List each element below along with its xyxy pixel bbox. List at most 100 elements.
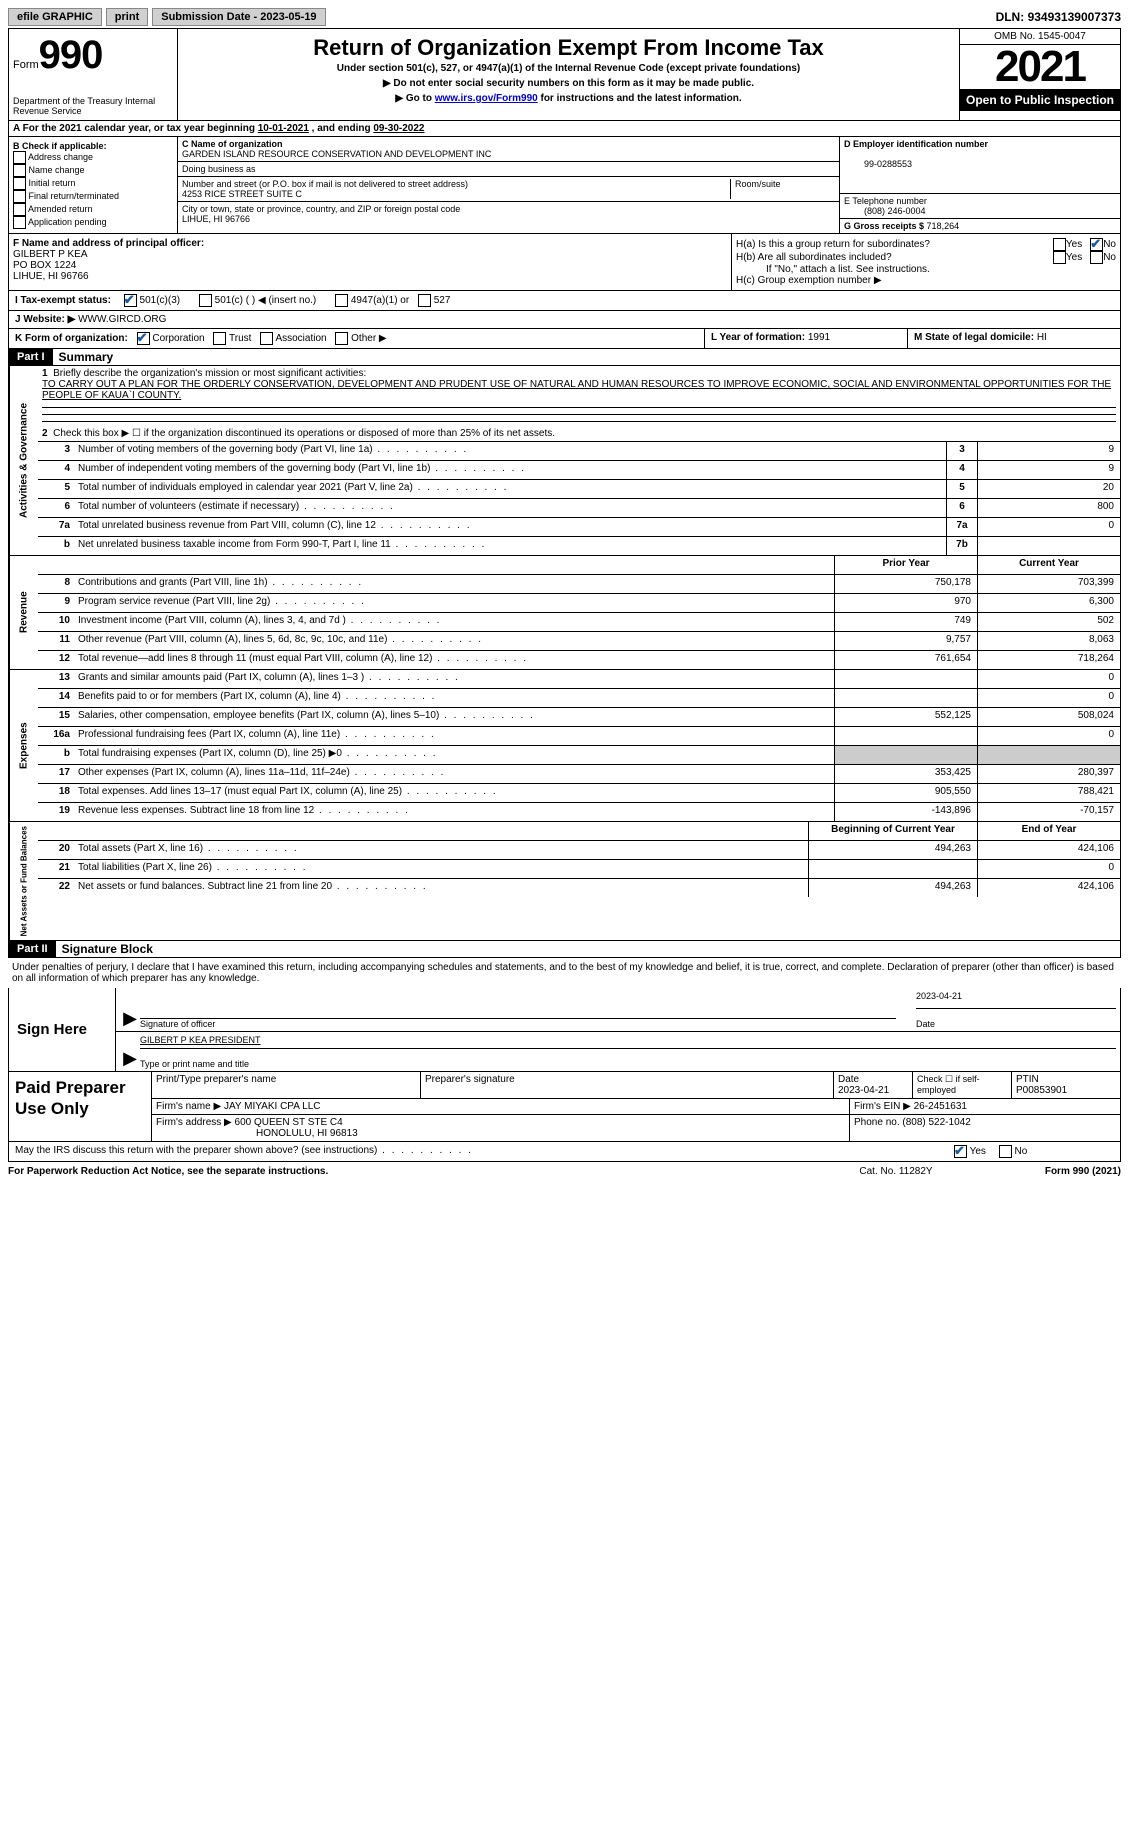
- city-label: City or town, state or province, country…: [182, 204, 460, 214]
- table-row: 10Investment income (Part VIII, column (…: [38, 613, 1120, 632]
- table-row: 14Benefits paid to or for members (Part …: [38, 689, 1120, 708]
- part-1-title: Summary: [53, 350, 114, 364]
- ha-yes-checkbox[interactable]: [1053, 238, 1066, 251]
- hb-no-checkbox[interactable]: [1090, 251, 1103, 264]
- row-a-mid: , and ending: [312, 123, 374, 134]
- tax-year-end: 09-30-2022: [373, 123, 424, 134]
- street-value: 4253 RICE STREET SUITE C: [182, 189, 302, 199]
- chk-527[interactable]: [418, 294, 431, 307]
- mission-block: 1 Briefly describe the organization's mi…: [38, 366, 1120, 442]
- chk-name-change[interactable]: Name change: [13, 164, 173, 177]
- form-subtitle-2: ▶ Do not enter social security numbers o…: [182, 78, 955, 89]
- firm-phone-value: (808) 522-1042: [902, 1117, 970, 1128]
- chk-association[interactable]: [260, 332, 273, 345]
- date-label: Date: [916, 1019, 935, 1029]
- chk-501c3[interactable]: [124, 294, 137, 307]
- revenue-header-row: Prior Year Current Year: [38, 556, 1120, 575]
- opt-other: Other ▶: [351, 333, 386, 344]
- chk-amended-return[interactable]: Amended return: [13, 203, 173, 216]
- part-1-header-row: Part I Summary: [8, 349, 1121, 366]
- chk-application-pending[interactable]: Application pending: [13, 216, 173, 229]
- prep-date-label: Date: [838, 1074, 859, 1085]
- form-subtitle-1: Under section 501(c), 527, or 4947(a)(1)…: [182, 63, 955, 74]
- chk-other[interactable]: [335, 332, 348, 345]
- activities-governance-section: Activities & Governance 1 Briefly descri…: [8, 366, 1121, 556]
- print-button[interactable]: print: [106, 8, 148, 26]
- submission-date-box: Submission Date - 2023-05-19: [152, 8, 325, 26]
- chk-address-change[interactable]: Address change: [13, 151, 173, 164]
- website-label: J Website: ▶: [15, 314, 78, 325]
- ein-value: 99-0288553: [844, 159, 912, 169]
- sig-date-value: 2023-04-21: [916, 991, 962, 1001]
- prep-name-cell: Print/Type preparer's name: [152, 1072, 421, 1098]
- firm-phone-label: Phone no.: [854, 1117, 902, 1128]
- table-row: 8Contributions and grants (Part VIII, li…: [38, 575, 1120, 594]
- sig-officer-label: Signature of officer: [140, 1019, 215, 1029]
- sign-here-block: Sign Here ▶ Signature of officer 2023-04…: [8, 988, 1121, 1072]
- col-b-checkboxes: B Check if applicable: Address change Na…: [9, 137, 178, 233]
- street-cell: Number and street (or P.O. box if mail i…: [178, 177, 839, 202]
- net-assets-section: Net Assets or Fund Balances Beginning of…: [8, 822, 1121, 941]
- table-row: 3Number of voting members of the governi…: [38, 442, 1120, 461]
- ptin-label: PTIN: [1016, 1074, 1039, 1085]
- ha-label: H(a) Is this a group return for subordin…: [736, 239, 1053, 250]
- gross-label: G Gross receipts $: [844, 221, 927, 231]
- website-url: WWW.GIRCD.ORG: [78, 314, 166, 325]
- submission-date-value: 2023-05-19: [260, 11, 316, 23]
- side-label-net-assets: Net Assets or Fund Balances: [9, 822, 38, 940]
- type-name-label: Type or print name and title: [140, 1059, 249, 1069]
- prior-year-header: Prior Year: [834, 556, 977, 574]
- table-row: 12Total revenue—add lines 8 through 11 (…: [38, 651, 1120, 669]
- officer-name: GILBERT P KEA: [13, 249, 87, 260]
- revenue-section: Revenue Prior Year Current Year 8Contrib…: [8, 556, 1121, 670]
- pra-notice: For Paperwork Reduction Act Notice, see …: [8, 1166, 821, 1177]
- city-value: LIHUE, HI 96766: [182, 214, 250, 224]
- submission-date-label: Submission Date -: [161, 11, 260, 23]
- opt-501c: 501(c) ( ) ◀ (insert no.): [215, 295, 317, 306]
- chk-initial-return-label: Initial return: [29, 178, 76, 188]
- part-1-header: Part I: [9, 349, 53, 365]
- chk-corporation[interactable]: [137, 332, 150, 345]
- chk-trust[interactable]: [213, 332, 226, 345]
- efile-label: efile GRAPHIC: [8, 8, 102, 26]
- chk-name-change-label: Name change: [29, 165, 85, 175]
- chk-final-return-label: Final return/terminated: [29, 191, 120, 201]
- phone-value: (808) 246-0004: [844, 206, 926, 216]
- side-label-ag: Activities & Governance: [9, 366, 38, 555]
- table-row: bNet unrelated business taxable income f…: [38, 537, 1120, 555]
- net-assets-header-row: Beginning of Current Year End of Year: [38, 822, 1120, 841]
- irs-link[interactable]: www.irs.gov/Form990: [435, 93, 538, 104]
- fh-block: F Name and address of principal officer:…: [8, 234, 1121, 291]
- table-row: 9Program service revenue (Part VIII, lin…: [38, 594, 1120, 613]
- hb-yes-checkbox[interactable]: [1053, 251, 1066, 264]
- opt-4947: 4947(a)(1) or: [351, 295, 409, 306]
- may-irs-no-checkbox[interactable]: [999, 1145, 1012, 1158]
- ha-no-checkbox[interactable]: [1090, 238, 1103, 251]
- chk-final-return[interactable]: Final return/terminated: [13, 190, 173, 203]
- ein-label: D Employer identification number: [844, 139, 988, 149]
- chk-initial-return[interactable]: Initial return: [13, 177, 173, 190]
- dba-cell: Doing business as: [178, 162, 839, 177]
- hb-note: If "No," attach a list. See instructions…: [736, 264, 1116, 275]
- ptin-cell: PTIN P00853901: [1012, 1072, 1120, 1098]
- chk-4947[interactable]: [335, 294, 348, 307]
- dept-treasury: Department of the Treasury Internal Reve…: [13, 96, 173, 116]
- chk-application-pending-label: Application pending: [28, 217, 107, 227]
- year-formation: 1991: [808, 332, 830, 343]
- officer-addr2: LIHUE, HI 96766: [13, 271, 89, 282]
- arrow-icon: ▶: [120, 1048, 140, 1069]
- form-title: Return of Organization Exempt From Incom…: [182, 35, 955, 61]
- mission-text: TO CARRY OUT A PLAN FOR THE ORDERLY CONS…: [42, 379, 1116, 401]
- table-row: 16aProfessional fundraising fees (Part I…: [38, 727, 1120, 746]
- signature-line: Signature of officer: [140, 1018, 896, 1029]
- may-irs-yes-checkbox[interactable]: [954, 1145, 967, 1158]
- chk-501c[interactable]: [199, 294, 212, 307]
- chk-address-change-label: Address change: [28, 152, 93, 162]
- line2-label: Check this box ▶ ☐ if the organization d…: [53, 428, 555, 439]
- table-row: 6Total number of volunteers (estimate if…: [38, 499, 1120, 518]
- arrow-icon: ▶: [120, 1008, 140, 1029]
- org-name-cell: C Name of organization GARDEN ISLAND RES…: [178, 137, 839, 162]
- open-to-public: Open to Public Inspection: [960, 89, 1120, 111]
- table-row: 13Grants and similar amounts paid (Part …: [38, 670, 1120, 689]
- firm-addr-label: Firm's address ▶: [156, 1117, 235, 1128]
